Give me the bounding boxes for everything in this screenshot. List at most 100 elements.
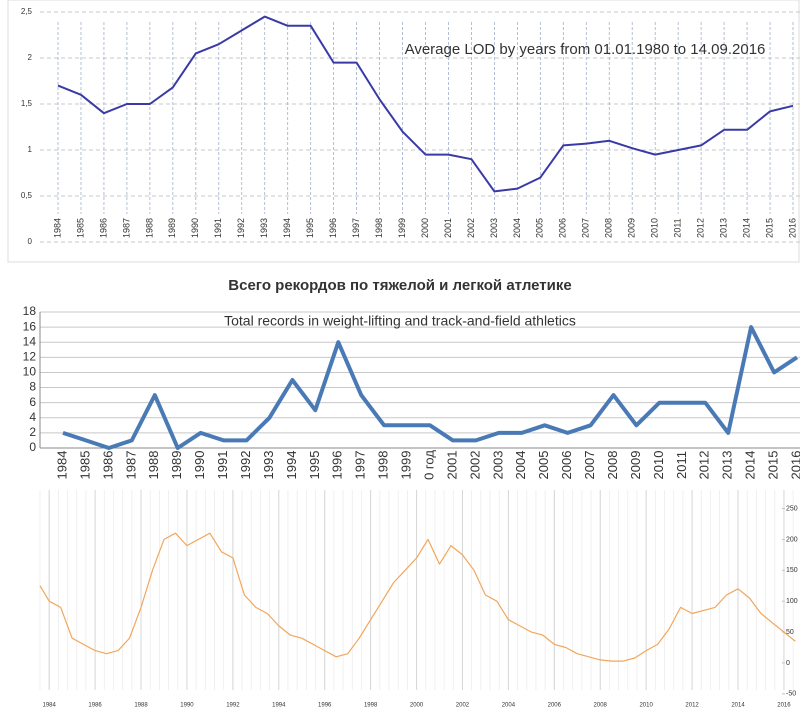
x-tick-label: 1993: [261, 451, 276, 480]
x-tick-label: 2013: [718, 218, 728, 238]
x-tick-label: 2003: [490, 451, 505, 480]
x-tick-label: 2006: [558, 218, 568, 238]
x-tick-label: 1990: [190, 218, 200, 238]
x-tick-label: 1988: [144, 218, 154, 238]
x-tick-label: 2006: [559, 451, 574, 480]
y-tick-label: 6: [29, 395, 36, 409]
x-tick-label: 2004: [502, 703, 516, 709]
x-tick-label: 1998: [364, 703, 378, 709]
x-tick-label: 2012: [685, 703, 699, 709]
x-tick-label: 2016: [787, 218, 797, 238]
x-tick-label: 2000: [410, 703, 424, 709]
x-tick-label: 1992: [236, 218, 246, 238]
y-tick-label: 250: [786, 505, 798, 512]
x-tick-label: 2014: [743, 451, 758, 480]
x-tick-label: 2010: [639, 703, 653, 709]
chart-subtitle: Total records in weight-lifting and trac…: [224, 313, 576, 329]
x-tick-label: 2004: [513, 451, 528, 480]
x-tick-label: 2015: [766, 451, 781, 480]
x-tick-label: 2005: [535, 218, 545, 238]
x-tick-label: 2008: [594, 703, 608, 709]
x-tick-label: 1991: [213, 218, 223, 238]
x-tick-label: 1994: [282, 218, 292, 238]
x-tick-label: 2000: [420, 218, 430, 238]
y-tick-label: 0: [29, 440, 36, 454]
y-tick-label: 100: [786, 598, 798, 605]
x-tick-label: 1986: [98, 218, 108, 238]
line-series: [57, 15, 794, 193]
x-tick-label: 2016: [788, 451, 800, 480]
x-tick-label: 1986: [100, 451, 115, 480]
x-tick-label: 1984: [43, 703, 57, 709]
x-tick-label: 2015: [764, 218, 774, 238]
x-tick-label: 1996: [318, 703, 332, 709]
x-tick-label: 1997: [353, 451, 368, 480]
y-tick-label: 1,5: [21, 99, 33, 108]
x-tick-label: 1990: [192, 451, 207, 480]
y-tick-label: 2: [28, 53, 33, 62]
x-tick-label: 2002: [467, 451, 482, 480]
x-tick-label: 2008: [604, 218, 614, 238]
x-tick-label: 1997: [351, 218, 361, 238]
y-tick-label: 4: [29, 410, 36, 424]
x-tick-label: 2010: [650, 218, 660, 238]
y-tick-label: 8: [29, 380, 36, 394]
chart-title: Всего рекордов по тяжелой и легкой атлет…: [228, 277, 571, 294]
x-tick-label: 1987: [121, 218, 131, 238]
x-tick-label: 2005: [536, 451, 551, 480]
x-tick-label: 2014: [731, 703, 745, 709]
x-tick-label: 2009: [628, 451, 643, 480]
chart-title: Average LOD by years from 01.01.1980 to …: [405, 41, 766, 58]
y-tick-label: 2,5: [21, 7, 33, 16]
y-tick-label: 150: [786, 567, 798, 574]
x-tick-label: 1988: [146, 451, 161, 480]
y-tick-label: 10: [23, 365, 37, 379]
x-tick-label: 1994: [284, 451, 299, 480]
x-tick-label: 1999: [399, 451, 414, 480]
x-tick-label: 1990: [180, 703, 194, 709]
x-tick-label: 2002: [456, 703, 470, 709]
x-tick-label: 1991: [215, 451, 230, 480]
x-tick-label: 1989: [167, 218, 177, 238]
chart-frame: [7, 0, 800, 263]
y-tick-label: 0: [786, 660, 790, 667]
line-series: [39, 532, 796, 662]
x-tick-label: 2004: [512, 218, 522, 238]
y-tick-label: 16: [23, 319, 37, 333]
x-tick-label: 1998: [376, 451, 391, 480]
x-tick-label: 1995: [307, 451, 322, 480]
x-tick-label: 2012: [696, 218, 706, 238]
x-tick-label: 1986: [88, 703, 102, 709]
x-tick-label: 1996: [330, 451, 345, 480]
x-tick-label: 1988: [134, 703, 148, 709]
x-tick-label: 2013: [720, 451, 735, 480]
x-tick-label: 2009: [627, 218, 637, 238]
y-tick-label: 12: [23, 350, 37, 364]
x-tick-label: 1995: [305, 218, 315, 238]
x-tick-label: 1999: [397, 218, 407, 238]
x-tick-label: 1984: [54, 451, 69, 480]
x-tick-label: 0 год: [421, 450, 436, 480]
x-tick-label: 2016: [777, 703, 791, 709]
x-tick-label: 1989: [169, 451, 184, 480]
y-tick-label: 14: [23, 334, 37, 348]
x-tick-label: 2006: [548, 703, 562, 709]
x-tick-label: 1987: [123, 451, 138, 480]
y-tick-label: -50: [786, 691, 796, 698]
y-tick-label: 2: [29, 425, 36, 439]
y-tick-label: 1: [28, 145, 33, 154]
x-tick-label: 1984: [52, 218, 62, 238]
x-tick-label: 2012: [697, 451, 712, 480]
x-tick-label: 1985: [75, 218, 85, 238]
x-tick-label: 1992: [238, 451, 253, 480]
y-tick-label: 18: [23, 304, 37, 318]
x-tick-label: 2011: [673, 218, 683, 237]
x-tick-label: 1993: [259, 218, 269, 238]
y-tick-label: 0,5: [21, 191, 33, 200]
x-tick-label: 2001: [444, 451, 459, 480]
x-tick-label: 1992: [226, 703, 240, 709]
x-tick-label: 2007: [582, 451, 597, 480]
x-tick-label: 2003: [489, 218, 499, 238]
x-tick-label: 2008: [605, 451, 620, 480]
